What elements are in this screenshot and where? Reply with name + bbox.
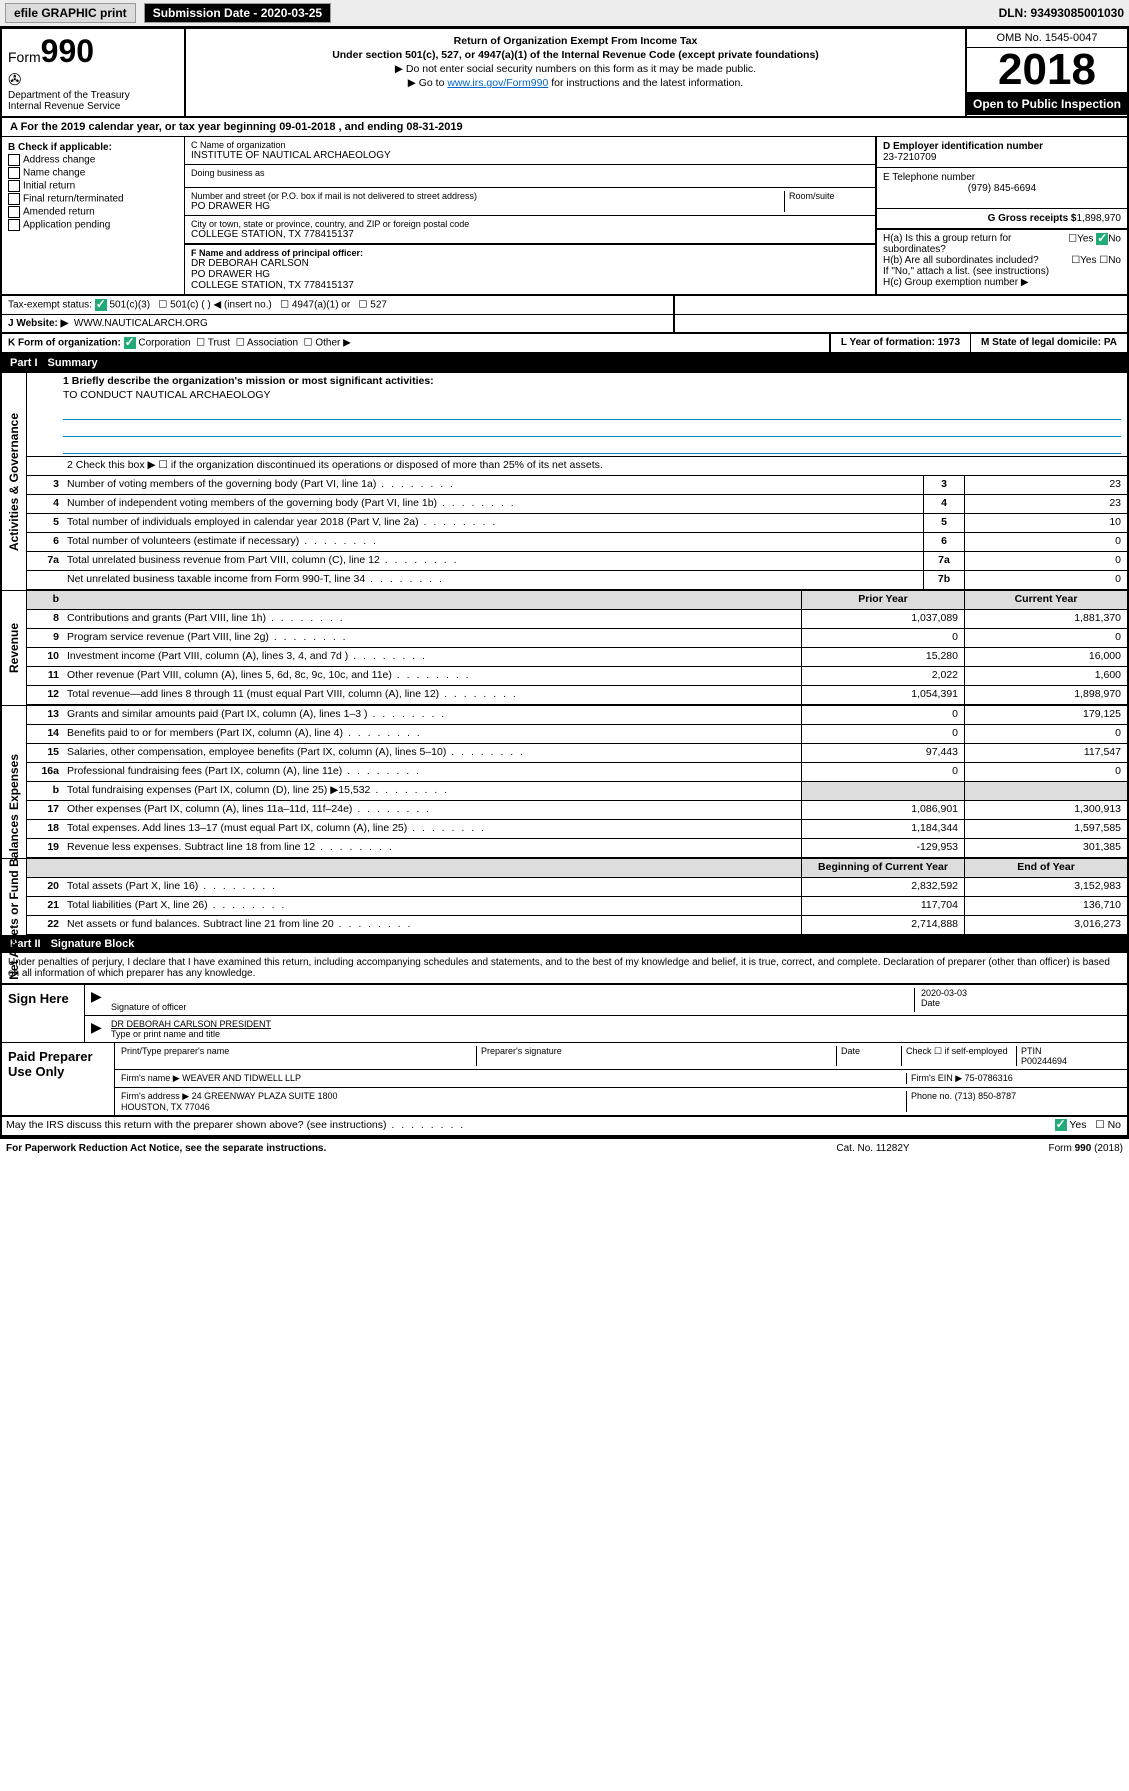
init-chk[interactable] (8, 180, 20, 192)
top-bar: efile GRAPHIC print Submission Date - 20… (0, 0, 1129, 27)
ein: 23-7210709 (883, 152, 1121, 163)
form-label: Form990 (8, 33, 178, 70)
firm-phone: (713) 850-8787 (955, 1091, 1017, 1101)
corp-chk[interactable] (124, 337, 136, 349)
discuss: May the IRS discuss this return with the… (2, 1117, 965, 1135)
efile-btn[interactable]: efile GRAPHIC print (5, 3, 136, 23)
footer-right: Form 990 (2018) (973, 1143, 1123, 1154)
subtitle-2: ▶ Do not enter social security numbers o… (192, 63, 959, 75)
open-inspection: Open to Public Inspection (967, 92, 1127, 115)
checkbox-column: B Check if applicable: Address change Na… (2, 137, 185, 294)
dba-label: Doing business as (191, 168, 869, 178)
net-band: Net Assets or Fund Balances (7, 814, 21, 980)
phone: (979) 845-6694 (883, 183, 1121, 194)
ptin: P00244694 (1021, 1056, 1121, 1066)
mission: TO CONDUCT NAUTICAL ARCHAEOLOGY (27, 387, 1127, 401)
year-formed: L Year of formation: 1973 (841, 337, 960, 348)
signer-name: DR DEBORAH CARLSON PRESIDENT (111, 1019, 271, 1029)
room: Room/suite (784, 191, 869, 212)
domicile: M State of legal domicile: PA (981, 337, 1117, 348)
sign-here: Sign Here (2, 985, 85, 1042)
cat-no: Cat. No. 11282Y (773, 1143, 973, 1154)
firm-name: WEAVER AND TIDWELL LLP (182, 1073, 301, 1083)
discuss-yes[interactable] (1055, 1119, 1067, 1131)
final-chk[interactable] (8, 193, 20, 205)
dept: Department of the Treasury (8, 90, 178, 101)
ha-no[interactable] (1096, 233, 1108, 245)
subtitle-3: ▶ Go to www.irs.gov/Form990 for instruct… (192, 77, 959, 89)
gross: 1,898,970 (1077, 213, 1122, 224)
calendar-year: A For the 2019 calendar year, or tax yea… (2, 118, 1127, 137)
website[interactable]: WWW.NAUTICALARCH.ORG (74, 318, 208, 329)
amend-chk[interactable] (8, 206, 20, 218)
form-container: Form990 ✇ Department of the Treasury Int… (0, 27, 1129, 1138)
part2-header: Part IISignature Block (2, 935, 1127, 953)
city: COLLEGE STATION, TX 778415137 (191, 229, 869, 240)
org-name: INSTITUTE OF NAUTICAL ARCHAEOLOGY (191, 150, 869, 161)
app-chk[interactable] (8, 219, 20, 231)
dln: DLN: 93493085001030 (999, 6, 1124, 20)
firm-ein: 75-0786316 (965, 1073, 1013, 1083)
crest-icon: ✇ (8, 70, 178, 90)
rev-band: Revenue (7, 623, 21, 673)
officer: DR DEBORAH CARLSON PO DRAWER HG COLLEGE … (191, 258, 869, 291)
501c3-chk[interactable] (95, 299, 107, 311)
addr-chk[interactable] (8, 154, 20, 166)
street: PO DRAWER HG (191, 201, 784, 212)
submission-btn[interactable]: Submission Date - 2020-03-25 (144, 3, 331, 23)
part1-header: Part ISummary (2, 354, 1127, 372)
declaration: Under penalties of perjury, I declare th… (2, 953, 1127, 983)
hc: H(c) Group exemption number ▶ (883, 277, 1121, 288)
subtitle-1: Under section 501(c), 527, or 4947(a)(1)… (192, 49, 959, 61)
irs-link[interactable]: www.irs.gov/Form990 (447, 77, 548, 89)
paid-preparer: Paid Preparer Use Only (2, 1043, 115, 1115)
name-chk[interactable] (8, 167, 20, 179)
form-title: Return of Organization Exempt From Incom… (192, 35, 959, 47)
gov-band: Activities & Governance (7, 412, 21, 550)
footer-left: For Paperwork Reduction Act Notice, see … (6, 1143, 326, 1154)
c-label: C Name of organization (191, 140, 869, 150)
exp-band: Expenses (7, 754, 21, 810)
year: 2018 (967, 48, 1127, 92)
tax-exempt-row: Tax-exempt status: 501(c)(3) ☐ 501(c) ( … (2, 296, 675, 314)
sign-date: 2020-03-03 (921, 988, 1121, 998)
irs: Internal Revenue Service (8, 101, 178, 112)
